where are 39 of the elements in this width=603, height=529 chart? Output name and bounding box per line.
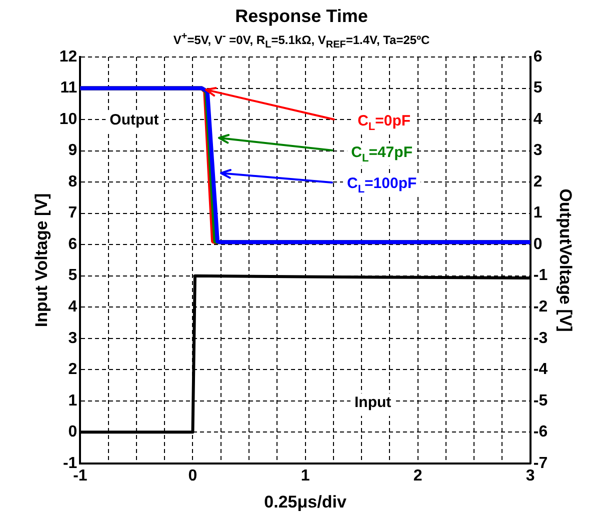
y-tick-label: 8 bbox=[68, 173, 78, 190]
y-tick-label: 7 bbox=[68, 204, 78, 222]
y2-tick-label: 2 bbox=[533, 173, 542, 190]
annotation: Output bbox=[110, 112, 159, 129]
y-tick-label: 12 bbox=[59, 48, 78, 66]
y2-tick-label: 3 bbox=[533, 142, 542, 160]
y2-tick-label: 5 bbox=[533, 80, 542, 97]
y2-tick-label: -3 bbox=[533, 330, 548, 347]
y2-tick-label: 4 bbox=[533, 110, 542, 128]
y-axis-title: Input Voltage [V] bbox=[32, 193, 51, 328]
y2-tick-label: -7 bbox=[533, 454, 548, 472]
x-tick-label: 0 bbox=[188, 467, 198, 484]
chart-title: Response Time bbox=[234, 6, 369, 27]
text: V$^{+}$=5V, V$^{-}$ =0V, R$_{L}$=5.1kΩ, V$_{REF}$=1.4V, Ta=25ºC bbox=[173, 31, 430, 50]
x-tick-label: 3 bbox=[526, 467, 535, 484]
y-tick-label: 10 bbox=[59, 110, 78, 128]
y-tick-label: 11 bbox=[60, 80, 78, 97]
y2-tick-label: -5 bbox=[533, 392, 548, 410]
y-tick-label: 2 bbox=[68, 361, 78, 378]
y2-tick-label: 0 bbox=[533, 236, 542, 253]
y-tick-label: 9 bbox=[68, 142, 78, 160]
y-tick-label: 3 bbox=[68, 330, 78, 347]
y2-tick-label: 6 bbox=[533, 48, 542, 66]
text: Input bbox=[354, 394, 392, 411]
y2-tick-label: 1 bbox=[533, 204, 542, 222]
y-tick-label: -1 bbox=[62, 454, 78, 472]
x-axis-title: 0.25μs/div bbox=[264, 492, 347, 512]
y2-tick-label: -4 bbox=[533, 361, 548, 378]
y2-tick-label: -1 bbox=[533, 267, 548, 284]
x-tick-label: 2 bbox=[413, 467, 422, 484]
y2-axis-title: OutputVoltage [V] bbox=[556, 188, 576, 332]
y-tick-label: 4 bbox=[68, 298, 78, 316]
y2-tick-label: -6 bbox=[533, 424, 548, 441]
y-tick-label: 1 bbox=[68, 392, 78, 410]
y2-tick-label: -2 bbox=[533, 298, 548, 316]
y-tick-label: 5 bbox=[68, 267, 78, 284]
y-tick-label: 6 bbox=[68, 236, 78, 253]
x-tick-label: 1 bbox=[300, 467, 310, 484]
y-tick-label: 0 bbox=[68, 424, 78, 441]
